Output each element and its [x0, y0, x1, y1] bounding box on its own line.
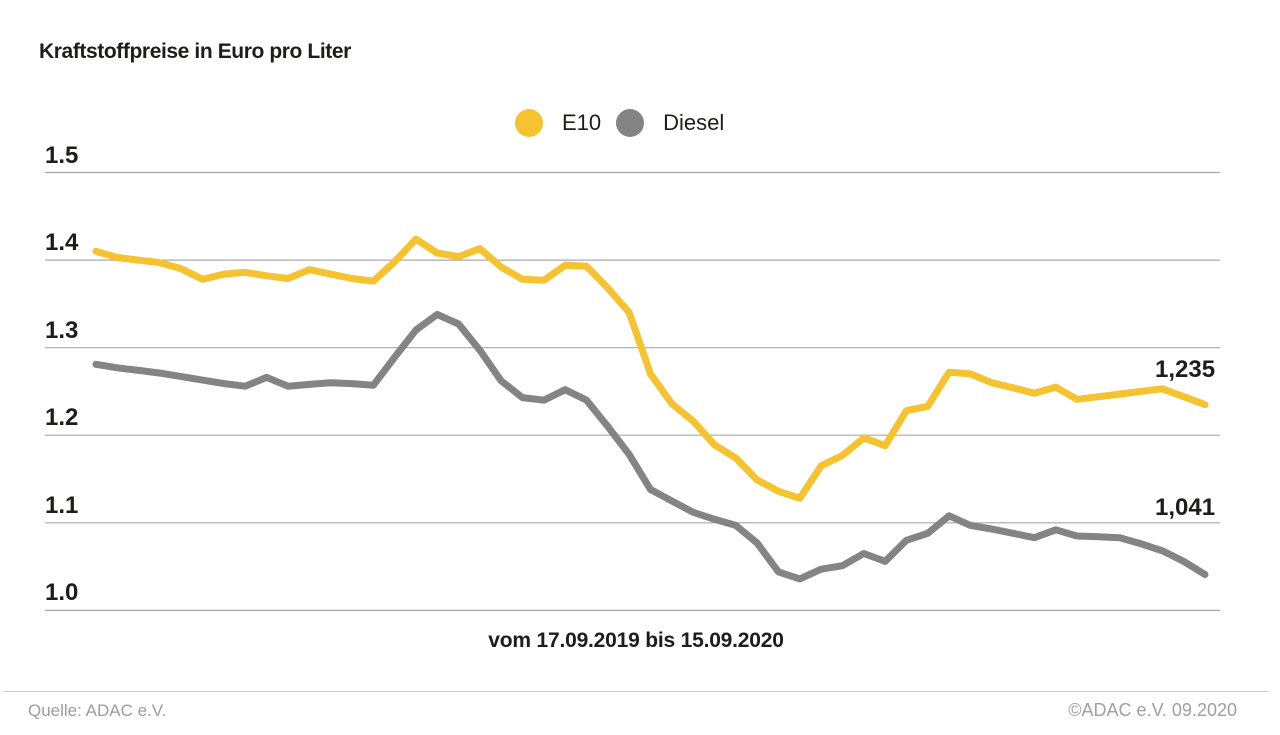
chart-title: Kraftstoffpreise in Euro pro Liter — [39, 40, 351, 63]
legend-item-e10: E10 — [515, 109, 601, 137]
diesel-series-dot-icon — [616, 109, 645, 137]
footer-divider — [4, 691, 1268, 692]
legend-label-diesel: Diesel — [663, 110, 725, 135]
legend-item-diesel: Diesel — [616, 109, 724, 137]
gridlines — [45, 171, 1220, 612]
y-axis-tick-label: 1.0 — [45, 579, 79, 607]
y-axis-tick-label: 1.5 — [45, 141, 79, 169]
e10-end-value-label: 1,235 — [1155, 356, 1216, 383]
e10-line — [92, 235, 1209, 502]
copyright-note: ©ADAC e.V. 09.2020 — [1068, 700, 1237, 720]
y-axis-tick-label: 1.4 — [45, 229, 79, 257]
diesel-end-value-label: 1,041 — [1155, 494, 1216, 521]
source-note: Quelle: ADAC e.V. — [28, 701, 167, 720]
legend-label-e10: E10 — [562, 110, 602, 135]
x-axis-range-label: vom 17.09.2019 bis 15.09.2020 — [488, 629, 784, 652]
y-axis-tick-label: 1.2 — [45, 404, 79, 432]
y-axis-tick-label: 1.3 — [45, 316, 79, 344]
legend: E10 Diesel — [515, 109, 724, 137]
y-axis-tick-label: 1.1 — [45, 491, 79, 519]
diesel-line — [92, 310, 1209, 583]
e10-series-dot-icon — [515, 109, 543, 137]
